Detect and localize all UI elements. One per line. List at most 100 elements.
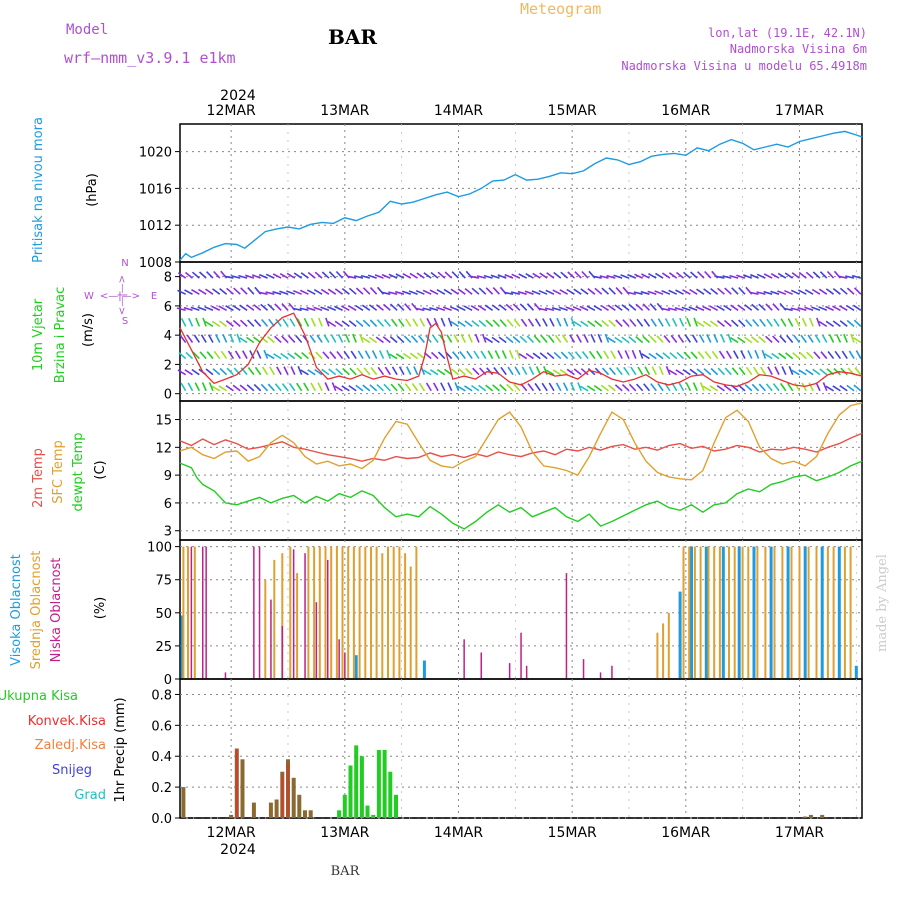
cloud-bar bbox=[667, 612, 670, 679]
wind-arrow bbox=[481, 333, 487, 343]
wind-arrow bbox=[601, 367, 610, 376]
wind-arrow bbox=[474, 333, 480, 343]
top-date-label: 17MAR bbox=[775, 103, 824, 119]
wind-arrow bbox=[331, 382, 337, 392]
wind-arrow bbox=[554, 334, 562, 343]
wind-arrow bbox=[497, 274, 507, 279]
cloud-bar bbox=[728, 546, 730, 679]
wind-arrow bbox=[573, 320, 582, 328]
wind-arrow bbox=[205, 288, 214, 295]
wind-arrow bbox=[629, 318, 637, 327]
wind-arrow bbox=[774, 366, 780, 376]
wind-arrow bbox=[185, 351, 194, 360]
cloud-bar bbox=[807, 546, 810, 679]
wind-arrow bbox=[520, 318, 528, 327]
y-tick-label: 8 bbox=[164, 271, 172, 286]
cloud-bar bbox=[352, 546, 355, 679]
panel-frame bbox=[179, 123, 863, 263]
wind-arrow bbox=[682, 368, 691, 376]
wind-arrow bbox=[382, 336, 391, 344]
footer-station-label: BAR bbox=[331, 864, 361, 879]
wind-arrow bbox=[583, 334, 589, 343]
wind-arrow bbox=[754, 349, 760, 359]
wind-arrow bbox=[328, 271, 337, 279]
wind-arrow bbox=[607, 384, 616, 392]
top-year-label: 2024 bbox=[220, 88, 256, 104]
precip-total-bar bbox=[371, 814, 376, 818]
wind-arrow bbox=[360, 274, 371, 279]
cloud-bar bbox=[187, 546, 189, 679]
wind-arrow bbox=[329, 351, 337, 360]
wind-arrow bbox=[756, 291, 766, 295]
wind-arrow bbox=[608, 287, 616, 295]
cloud-bar bbox=[281, 626, 283, 679]
wind-arrow bbox=[344, 333, 351, 343]
wind-arrow bbox=[640, 290, 650, 295]
wind-arrow bbox=[552, 289, 562, 295]
wind-arrow bbox=[422, 307, 432, 312]
y-tick-label: 75 bbox=[155, 574, 172, 589]
wind-arrow bbox=[761, 349, 767, 359]
y-tick-label: 100 bbox=[147, 541, 172, 556]
cloud-bar bbox=[387, 546, 389, 679]
wind-arrow bbox=[204, 306, 214, 312]
wind-arrow bbox=[422, 289, 432, 295]
wind-arrow bbox=[691, 334, 698, 343]
wind-arrow bbox=[519, 335, 528, 344]
wind-arrow bbox=[327, 288, 337, 295]
wind-arrow bbox=[690, 351, 698, 360]
wind-arrow bbox=[716, 384, 725, 392]
wind-arrow bbox=[396, 335, 405, 344]
wind-arrow bbox=[610, 350, 617, 359]
wind-arrow bbox=[690, 271, 698, 279]
wind-arrow bbox=[718, 350, 726, 360]
wind-arrow bbox=[429, 369, 439, 376]
wind-arrow bbox=[274, 303, 282, 311]
wind-arrow bbox=[288, 382, 296, 392]
bottom-date-label: 16MAR bbox=[661, 825, 710, 841]
wind-arrow bbox=[834, 350, 842, 360]
cloud-bar bbox=[281, 553, 284, 679]
wind-arrow bbox=[730, 304, 739, 311]
cloud-bar bbox=[296, 573, 299, 679]
wind-arrow bbox=[650, 318, 657, 327]
precip-total-bar bbox=[229, 814, 234, 818]
wind-arrow bbox=[258, 291, 268, 295]
wind-arrow bbox=[620, 274, 630, 279]
wind-arrow bbox=[852, 304, 862, 311]
cloud-bar bbox=[773, 546, 776, 679]
wind-arrow bbox=[513, 318, 521, 327]
cloud-bar bbox=[354, 655, 358, 679]
wind-arrow bbox=[603, 350, 610, 359]
cloud-bar bbox=[404, 553, 407, 679]
wind-arrow bbox=[784, 272, 794, 279]
temp-title-1: 2m Temp bbox=[31, 448, 46, 508]
wind-arrow bbox=[492, 384, 500, 392]
wind-arrow bbox=[791, 272, 800, 279]
pressure-line bbox=[179, 130, 863, 261]
wind-arrow bbox=[835, 333, 842, 343]
wind-arrow bbox=[510, 291, 521, 295]
wind-arrow bbox=[317, 382, 323, 392]
cloud-bar bbox=[713, 546, 716, 679]
wind-arrow bbox=[348, 320, 357, 328]
wind-arrow bbox=[702, 385, 712, 392]
wind-arrow bbox=[574, 351, 582, 360]
wind-arrow bbox=[699, 382, 705, 392]
cloud-bar bbox=[737, 546, 741, 679]
wind-arrow bbox=[542, 318, 548, 327]
wind-arrow bbox=[812, 271, 821, 279]
y-tick-label: 0 bbox=[164, 673, 172, 688]
cloud-title-1: Visoka Oblacnost bbox=[9, 554, 24, 666]
wind-arrow bbox=[798, 369, 807, 376]
wind-arrow bbox=[649, 335, 657, 344]
wind-arrow bbox=[273, 353, 282, 360]
wind-arrow bbox=[671, 318, 678, 327]
wind-arrow bbox=[485, 384, 494, 392]
station-title: BAR bbox=[328, 25, 377, 49]
wind-arrow bbox=[369, 319, 378, 327]
top-date-label: 13MAR bbox=[320, 103, 369, 119]
wind-arrow bbox=[334, 305, 343, 312]
wind-arrow bbox=[191, 289, 200, 295]
wind-arrow bbox=[314, 368, 323, 376]
